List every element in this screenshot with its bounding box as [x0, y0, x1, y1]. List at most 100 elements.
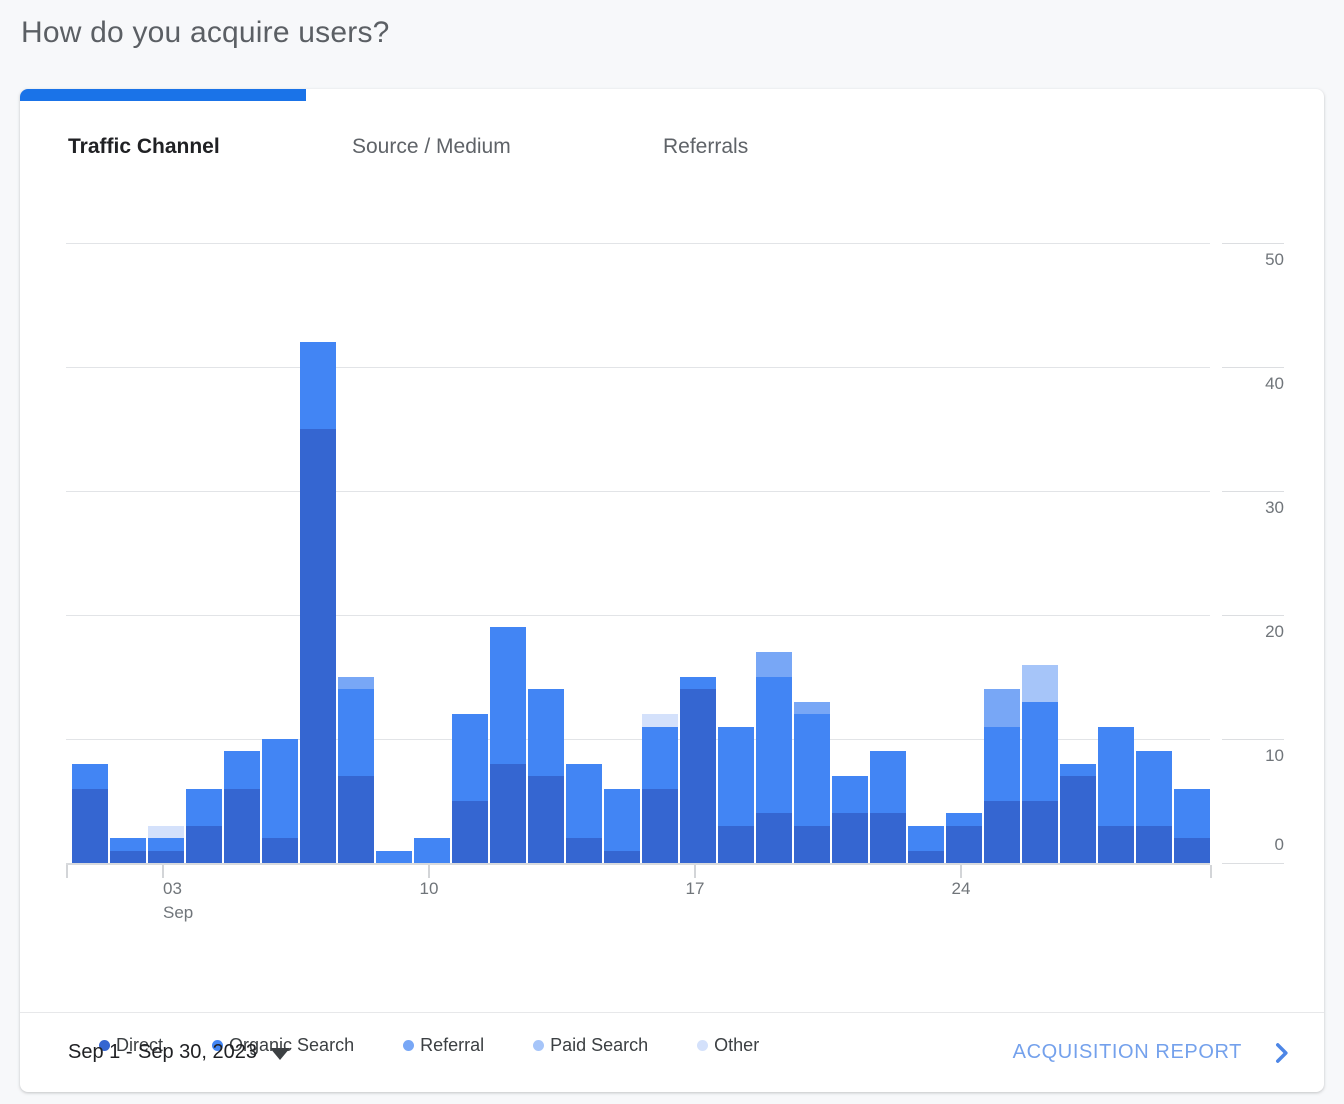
bar-segment-organic-search-day21[interactable]	[832, 776, 868, 814]
bar-segment-direct-day5[interactable]	[224, 788, 260, 863]
bar-segment-direct-day26[interactable]	[1022, 801, 1058, 863]
bar-segment-referral-day20[interactable]	[794, 701, 830, 715]
y-axis-label: 10	[1265, 746, 1284, 765]
bar-segment-direct-day30[interactable]	[1174, 838, 1210, 863]
bar-segment-organic-search-day24[interactable]	[946, 813, 982, 826]
bar-segment-organic-search-day3[interactable]	[148, 838, 184, 851]
bar-segment-direct-day25[interactable]	[984, 801, 1020, 863]
y-axis-label: 20	[1265, 622, 1284, 641]
bar-segment-other-day16[interactable]	[642, 714, 678, 727]
bar-segment-direct-day15[interactable]	[604, 850, 640, 863]
bar-segment-organic-search-day2[interactable]	[110, 838, 146, 851]
legend-item-direct: Direct	[99, 1035, 163, 1056]
bar-segment-organic-search-day6[interactable]	[262, 739, 298, 839]
bar-segment-organic-search-day19[interactable]	[756, 677, 792, 814]
bar-segment-direct-day28[interactable]	[1098, 825, 1134, 863]
tab-referrals[interactable]: Referrals	[663, 135, 749, 158]
bar-segment-organic-search-day28[interactable]	[1098, 726, 1134, 826]
chevron-right-icon	[1276, 1042, 1288, 1063]
bar-segment-direct-day13[interactable]	[528, 776, 564, 863]
bar-segment-organic-search-day14[interactable]	[566, 763, 602, 839]
bar-segment-direct-day14[interactable]	[566, 838, 602, 863]
bar-segment-direct-day3[interactable]	[148, 850, 184, 863]
gridline	[66, 367, 1210, 368]
x-axis-line	[66, 863, 1210, 865]
bar-segment-organic-search-day5[interactable]	[224, 751, 260, 789]
y-axis-label: 30	[1265, 498, 1284, 517]
y-axis-rule	[1222, 367, 1284, 368]
x-axis-label: 03 Sep	[163, 879, 194, 922]
bar-segment-direct-day20[interactable]	[794, 825, 830, 863]
y-axis-label: 40	[1265, 374, 1284, 393]
bar-segment-organic-search-day4[interactable]	[186, 788, 222, 826]
gridline	[66, 243, 1210, 244]
bar-segment-direct-day1[interactable]	[72, 788, 108, 863]
legend-item-referral: Referral	[403, 1035, 484, 1056]
bar-segment-organic-search-day20[interactable]	[794, 714, 830, 826]
legend-label: Direct	[116, 1034, 164, 1055]
bar-segment-direct-day23[interactable]	[908, 850, 944, 863]
bar-segment-direct-day2[interactable]	[110, 850, 146, 863]
bar-segment-organic-search-day25[interactable]	[984, 726, 1020, 801]
bar-segment-direct-day7[interactable]	[300, 429, 336, 863]
bar-segment-direct-day29[interactable]	[1136, 825, 1172, 863]
bar-segment-organic-search-day27[interactable]	[1060, 763, 1096, 777]
tab-source-medium[interactable]: Source / Medium	[352, 135, 511, 158]
bar-segment-organic-search-day10[interactable]	[414, 838, 450, 863]
legend-label: Other	[714, 1034, 760, 1055]
bar-segment-referral-day19[interactable]	[756, 652, 792, 677]
bar-segment-organic-search-day29[interactable]	[1136, 751, 1172, 826]
x-axis-label: 10	[419, 879, 439, 898]
card-footer: Sep 1 - Sep 30, 2023 ACQUISITION REPORT	[20, 1012, 1324, 1092]
bar-segment-referral-day25[interactable]	[984, 689, 1020, 727]
bar-segment-other-day3[interactable]	[148, 825, 184, 839]
bar-segment-organic-search-day16[interactable]	[642, 726, 678, 789]
x-axis-tick	[960, 865, 962, 878]
legend-dot	[403, 1039, 415, 1051]
x-axis-label: 17	[685, 879, 705, 898]
acquisition-report-label: ACQUISITION REPORT	[1012, 1041, 1242, 1063]
bar-segment-direct-day18[interactable]	[718, 825, 754, 863]
y-axis-rule	[1222, 243, 1284, 244]
acquisition-report-link[interactable]: ACQUISITION REPORT	[1013, 1040, 1294, 1066]
bar-segment-paid-search-day26[interactable]	[1022, 664, 1058, 702]
bar-segment-organic-search-day17[interactable]	[680, 677, 716, 690]
x-axis-tick	[428, 865, 430, 878]
legend-label: Paid Search	[550, 1034, 649, 1055]
legend-dot	[212, 1039, 224, 1051]
bar-segment-organic-search-day13[interactable]	[528, 689, 564, 777]
bar-segment-organic-search-day12[interactable]	[490, 627, 526, 764]
bar-segment-direct-day27[interactable]	[1060, 776, 1096, 863]
bar-segment-organic-search-day7[interactable]	[300, 342, 336, 429]
bar-segment-organic-search-day11[interactable]	[452, 714, 488, 801]
bar-segment-organic-search-day30[interactable]	[1174, 788, 1210, 839]
bar-segment-organic-search-day15[interactable]	[604, 788, 640, 851]
legend-item-paid-search: Paid Search	[533, 1035, 648, 1056]
bar-segment-direct-day17[interactable]	[680, 689, 716, 863]
bar-segment-direct-day8[interactable]	[338, 776, 374, 863]
bar-segment-organic-search-day18[interactable]	[718, 726, 754, 826]
date-range-selector[interactable]: Sep 1 - Sep 30, 2023	[68, 1041, 291, 1064]
legend-label: Organic Search	[229, 1034, 355, 1055]
bar-segment-organic-search-day26[interactable]	[1022, 701, 1058, 801]
bar-segment-direct-day16[interactable]	[642, 788, 678, 863]
bar-segment-direct-day19[interactable]	[756, 813, 792, 863]
bar-segment-direct-day21[interactable]	[832, 813, 868, 863]
tab-traffic-channel[interactable]: Traffic Channel	[68, 135, 220, 158]
bar-segment-direct-day4[interactable]	[186, 825, 222, 863]
bar-segment-organic-search-day23[interactable]	[908, 825, 944, 851]
bar-segment-organic-search-day8[interactable]	[338, 689, 374, 777]
gridline	[66, 491, 1210, 492]
y-axis-rule	[1222, 863, 1284, 864]
bar-segment-direct-day22[interactable]	[870, 813, 906, 863]
bar-segment-organic-search-day1[interactable]	[72, 763, 108, 789]
bar-segment-direct-day24[interactable]	[946, 825, 982, 863]
bar-segment-direct-day12[interactable]	[490, 763, 526, 863]
bar-segment-organic-search-day22[interactable]	[870, 751, 906, 814]
bar-segment-direct-day11[interactable]	[452, 801, 488, 863]
chart-legend: Direct Organic Search Referral Paid Search O…	[99, 1033, 759, 1057]
bar-segment-direct-day6[interactable]	[262, 838, 298, 863]
bar-segment-referral-day8[interactable]	[338, 677, 374, 690]
bar-segment-organic-search-day9[interactable]	[376, 850, 412, 863]
y-axis-rule	[1222, 491, 1284, 492]
